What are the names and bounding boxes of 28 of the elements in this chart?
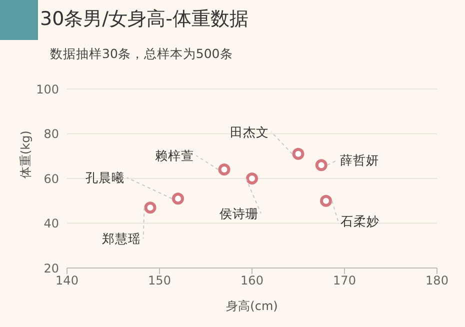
x-tick-label: 170 [333,274,356,288]
y-tick-label: 80 [44,127,59,142]
y-tick-label: 60 [44,172,59,186]
point [320,194,332,207]
annotation: 石柔妙 [340,213,380,228]
x-tick-label: 150 [148,274,171,288]
point [144,202,156,214]
y-tick-label: 20 [44,261,59,276]
annotation: 田杰文 [230,124,269,140]
point [172,192,184,205]
annotation: 赖梓萱 [154,148,194,164]
point [315,159,328,172]
annotation: 薛哲妍 [340,152,379,168]
x-tick-label: 160 [240,274,264,288]
annotation: 孔晨曦 [86,170,124,186]
y-axis-title: 体重(kg) [18,130,32,178]
chart-title: 30条男/女身高-体重数据 [40,7,248,32]
x-tick-label: 180 [426,274,448,288]
y-tick-label: 100 [36,82,59,96]
annotation: 郑慧瑶 [102,231,141,246]
x-tick-label: 140 [56,274,78,288]
point [218,164,230,176]
x-axis-title: 身高(cm) [226,299,278,313]
chart-subtitle: 数据抽样30条，总样本为500条 [50,46,233,63]
point [292,148,304,160]
annotation: 侯诗珊 [220,206,258,221]
point [246,172,258,184]
y-tick-label: 40 [44,216,59,231]
